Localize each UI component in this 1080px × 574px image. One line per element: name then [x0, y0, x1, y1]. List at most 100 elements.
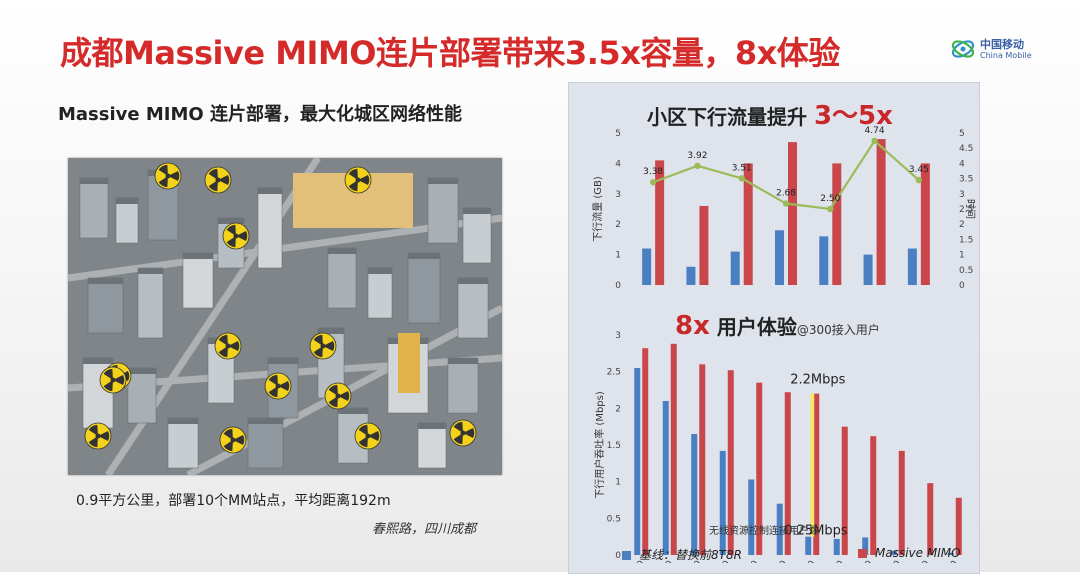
site-marker-sector	[218, 334, 228, 346]
site-marker-sector	[338, 391, 350, 401]
y2-tick-label: 0	[959, 281, 965, 291]
site-marker-icon	[309, 332, 337, 360]
y-tick-label: 1	[615, 251, 621, 261]
y-tick-label: 2.5	[607, 368, 621, 378]
site-marker-sector	[368, 431, 380, 441]
building	[247, 417, 284, 469]
site-marker-sector	[278, 381, 290, 391]
map-location: 春熙路，四川成都	[372, 522, 477, 537]
traffic-bar-mimo	[876, 139, 886, 285]
site-marker-sector	[328, 384, 338, 396]
building-roof	[168, 418, 198, 424]
y-tick-label: 3	[615, 331, 621, 341]
traffic-chart-title-text: 小区下行流量提升	[647, 105, 807, 129]
y2-tick-label: 5	[959, 129, 965, 139]
building	[447, 357, 479, 414]
traffic-ratio-label: 2.50	[820, 194, 840, 204]
y2-tick-label: 2	[959, 220, 965, 230]
site-marker-center	[95, 433, 101, 439]
x-tick-label: 0-50	[627, 559, 646, 563]
building-roof	[128, 368, 156, 374]
building	[462, 207, 492, 264]
building	[127, 367, 157, 424]
site-marker-icon	[449, 419, 477, 447]
y2-tick-label: 3	[959, 190, 965, 200]
building-roof	[448, 358, 478, 364]
site-marker-icon	[344, 166, 372, 194]
traffic-ratio-label: 3.38	[643, 167, 663, 177]
experience-bar-mimo	[841, 426, 848, 555]
traffic-ratio-point	[649, 179, 657, 186]
experience-bar-mimo	[898, 450, 905, 555]
experience-bar-baseline	[691, 434, 698, 555]
building-roof	[408, 253, 440, 259]
y-axis-label: 下行用户吞吐率 (Mbps)	[593, 391, 606, 499]
experience-bar-baseline	[719, 450, 726, 555]
y2-tick-label: 1	[959, 251, 965, 261]
site-marker-sector	[223, 440, 233, 452]
city-aerial-map	[68, 158, 502, 475]
site-marker-center	[365, 433, 371, 439]
legend-item-baseline: 基线：替换前8T8R	[622, 546, 742, 563]
site-marker-center	[230, 437, 236, 443]
site-marker-icon	[84, 422, 112, 450]
legend-label-baseline: 基线：替换前8T8R	[639, 548, 742, 562]
site-marker-icon	[204, 166, 232, 194]
traffic-ratio-label: 3.51	[732, 163, 752, 173]
experience-bar-mimo	[927, 483, 934, 555]
city-map-illustration	[68, 158, 502, 475]
traffic-ratio-point	[782, 200, 790, 207]
experience-chart-title: 8x 用户体验@300接入用户	[675, 311, 880, 341]
site-marker-sector	[113, 375, 125, 385]
experience-chart-title-text: 用户体验	[716, 315, 797, 339]
experience-bar-mimo	[670, 343, 677, 555]
building-roof	[83, 358, 113, 364]
site-marker-center	[355, 177, 361, 183]
logo-text-en: China Mobile	[980, 51, 1032, 60]
building-roof	[258, 188, 282, 194]
site-marker-center	[320, 343, 326, 349]
site-marker-sector	[313, 346, 323, 358]
site-marker-sector	[158, 176, 168, 188]
site-marker-sector	[228, 341, 240, 351]
site-marker-sector	[218, 346, 228, 358]
annotation-label-mimo: 2.2Mbps	[790, 373, 845, 388]
site-marker-icon	[219, 426, 247, 454]
y-tick-label: 1	[615, 478, 621, 488]
building	[167, 417, 199, 469]
site-marker-center	[110, 377, 116, 383]
site-marker-sector	[226, 236, 236, 248]
traffic-ratio-point	[915, 176, 923, 184]
site-marker-sector	[223, 428, 233, 440]
experience-bar-mimo	[699, 364, 706, 555]
site-marker-sector	[218, 175, 230, 185]
y-tick-label: 0.5	[607, 514, 621, 524]
site-marker-sector	[88, 424, 98, 436]
site-marker-sector	[348, 180, 358, 192]
traffic-ratio-point	[738, 175, 745, 182]
y-tick-label: 0	[615, 551, 621, 561]
site-marker-icon	[324, 382, 352, 410]
traffic-ratio-point	[871, 137, 878, 145]
site-marker-center	[215, 177, 221, 183]
site-marker-sector	[233, 435, 245, 445]
building	[115, 197, 139, 244]
building	[79, 177, 109, 239]
experience-bar-baseline	[890, 550, 897, 555]
site-marker-sector	[236, 231, 248, 241]
site-marker-sector	[98, 431, 110, 441]
experience-bar-mimo	[870, 436, 877, 555]
site-marker-sector	[158, 164, 168, 176]
chart-panel: 小区下行流量提升 3～5x 8x 用户体验@300接入用户 0 1 2 3 4 5 0 0.5…	[568, 82, 980, 574]
experience-bar-mimo	[813, 393, 820, 555]
experience-bar-mimo	[756, 382, 763, 555]
traffic-bar-baseline	[819, 236, 829, 285]
traffic-bar-mimo	[920, 163, 930, 285]
annotation-label-baseline: 0.25Mbps	[784, 524, 848, 539]
traffic-chart-title: 小区下行流量提升 3～5x	[647, 95, 893, 132]
experience-bar-baseline	[862, 537, 869, 555]
experience-bar-baseline	[776, 503, 783, 555]
building	[417, 422, 447, 469]
y2-tick-label: 4	[959, 159, 965, 169]
